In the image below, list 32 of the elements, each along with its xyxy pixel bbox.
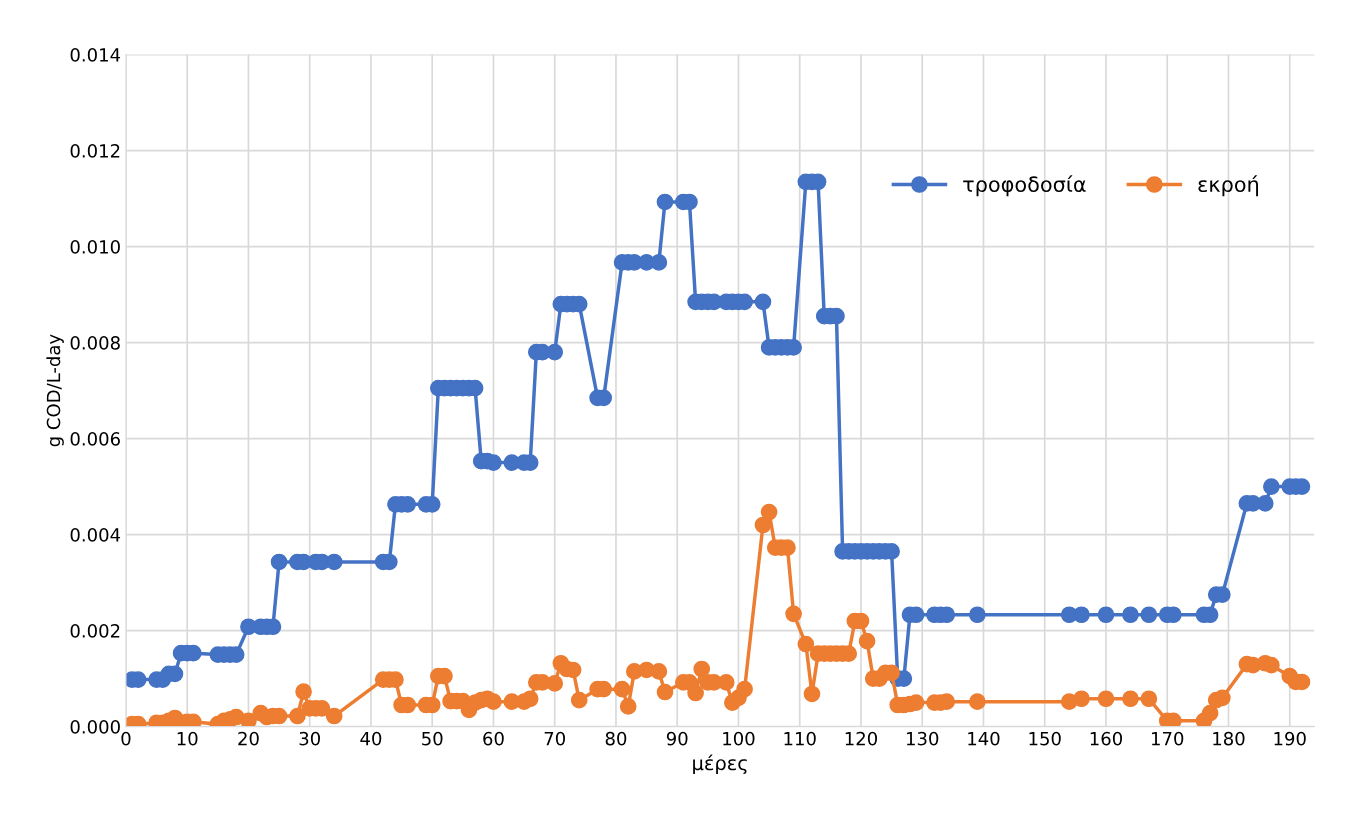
y-tick-label: 0.006 [70, 432, 120, 446]
x-tick-label: 50 [422, 731, 443, 746]
y-tick-label: 0.010 [70, 240, 120, 254]
x-tick-label: 10 [177, 731, 198, 746]
x-tick-label: 130 [906, 731, 939, 746]
x-tick-label: 150 [1029, 731, 1061, 746]
x-tick-label: 120 [845, 731, 878, 746]
x-tick-label: 90 [666, 731, 688, 746]
y-tick-label: 0.002 [70, 624, 120, 638]
legend-label: εκροή [1198, 175, 1258, 197]
x-tick-label: 100 [723, 731, 755, 746]
x-tick-label: 70 [544, 731, 565, 746]
x-tick-label: 20 [238, 731, 259, 746]
x-tick-label: 160 [1090, 731, 1123, 746]
x-tick-label: 190 [1274, 731, 1306, 746]
y-tick-label: 0.012 [70, 144, 120, 158]
y-tick-label: 0.008 [70, 336, 120, 350]
x-tick-label: 170 [1151, 731, 1184, 746]
x-tick-label: 60 [483, 731, 504, 746]
x-tick-label: 40 [360, 731, 382, 746]
y-tick-label: 0.014 [70, 48, 121, 62]
x-tick-label: 30 [299, 731, 320, 746]
y-axis-title: g COD/L-day [46, 334, 64, 447]
y-tick-label: 0.000 [70, 720, 120, 734]
y-tick-label: 0.004 [70, 528, 121, 542]
x-axis-title: μέρες [693, 754, 747, 775]
x-tick-label: 110 [784, 731, 816, 746]
x-tick-label: 180 [1213, 731, 1245, 746]
x-tick-label: 140 [968, 731, 1000, 746]
x-tick-label: 0 [121, 731, 131, 746]
x-tick-label: 80 [605, 731, 627, 746]
legend-label: τροφοδοσία [963, 175, 1086, 197]
